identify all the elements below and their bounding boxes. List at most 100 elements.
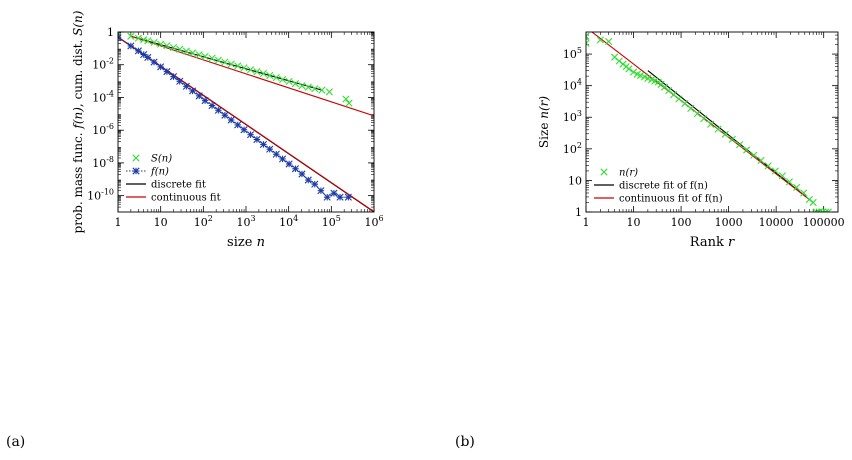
data-point bbox=[278, 75, 287, 84]
data-point bbox=[670, 91, 678, 99]
x-tick-label: 100 bbox=[671, 216, 692, 229]
legend: S(n) f(n) discrete fit continuous fit bbox=[126, 154, 221, 204]
data-point bbox=[208, 54, 216, 62]
data-point bbox=[285, 77, 293, 86]
x-axis-label: size n bbox=[227, 235, 265, 250]
data-point bbox=[272, 150, 280, 158]
x-axis-label: Rank r bbox=[690, 235, 735, 250]
data-point bbox=[304, 83, 312, 91]
y-axis-label: prob. mass func. f(n), cum. dist. S(n) bbox=[71, 10, 85, 233]
data-point bbox=[140, 50, 148, 59]
data-point bbox=[625, 65, 633, 73]
x-tick-label: 106 bbox=[364, 214, 383, 229]
data-point bbox=[169, 73, 178, 81]
data-point bbox=[189, 49, 197, 57]
data-point bbox=[325, 88, 333, 96]
data-point bbox=[728, 135, 736, 143]
data-point bbox=[596, 36, 604, 44]
data-point bbox=[134, 47, 142, 55]
data-point bbox=[157, 40, 165, 48]
y-tick-label: 10-2 bbox=[92, 57, 114, 72]
data-point bbox=[266, 71, 274, 80]
data-point bbox=[311, 85, 319, 93]
data-point bbox=[665, 86, 673, 95]
data-point bbox=[169, 43, 178, 52]
data-point bbox=[201, 52, 209, 61]
data-point bbox=[586, 39, 590, 47]
plot-area bbox=[118, 32, 374, 212]
y-tick-label: 10-4 bbox=[92, 89, 114, 104]
data-point bbox=[182, 82, 190, 90]
legend-entry: discrete fit bbox=[126, 180, 206, 191]
legend-entry: continuous fit of f(n) bbox=[594, 194, 723, 205]
data-point bbox=[272, 73, 280, 82]
data-point bbox=[291, 80, 300, 88]
x-tick-label: 10000 bbox=[759, 216, 794, 229]
legend: n(r) discrete fit of f(n) continuous fit o… bbox=[594, 168, 723, 205]
y-tick-label: 104 bbox=[563, 78, 582, 93]
data-point bbox=[259, 69, 268, 78]
data-point bbox=[675, 95, 683, 103]
data-point bbox=[163, 42, 171, 50]
data-point bbox=[750, 151, 758, 159]
plot-frame bbox=[585, 31, 839, 213]
data-point bbox=[221, 58, 229, 66]
data-point bbox=[195, 92, 203, 100]
data-point bbox=[819, 208, 827, 212]
data-point bbox=[707, 120, 715, 128]
data-point bbox=[700, 115, 708, 123]
data-point bbox=[144, 37, 152, 45]
data-point bbox=[764, 162, 772, 170]
data-point bbox=[344, 193, 352, 201]
legend-entry: n(r) bbox=[600, 168, 638, 179]
data-point bbox=[778, 172, 786, 180]
y-tick-label: 105 bbox=[563, 46, 582, 61]
x-tick-label: 1 bbox=[115, 216, 122, 229]
data-point bbox=[793, 183, 801, 192]
data-point bbox=[134, 34, 142, 42]
data-point bbox=[227, 116, 235, 124]
y-axis-label: Size n(r) bbox=[537, 96, 551, 148]
y-tick-label: 10-8 bbox=[92, 155, 114, 170]
data-point bbox=[246, 66, 255, 74]
data-point bbox=[127, 42, 135, 50]
legend-label: n(r) bbox=[619, 168, 638, 179]
data-point bbox=[757, 156, 765, 164]
data-point bbox=[253, 68, 261, 76]
data-point bbox=[208, 101, 216, 110]
data-point bbox=[330, 189, 338, 197]
data-point bbox=[221, 111, 229, 119]
data-point bbox=[605, 37, 613, 46]
y-tick-label: 10 bbox=[568, 174, 582, 187]
y-tick-label: 103 bbox=[563, 109, 582, 124]
data-point bbox=[195, 51, 203, 59]
y-tick-label: 102 bbox=[563, 141, 582, 156]
panel-b-label: (b) bbox=[455, 434, 475, 450]
chart-panel-b: 1 10 100 1000 10000 100000 1 10 102 103 104 105 Rank… bbox=[537, 31, 845, 250]
plot-area bbox=[586, 32, 832, 212]
data-point bbox=[266, 145, 274, 153]
data-point bbox=[771, 167, 779, 175]
data-point bbox=[809, 198, 817, 207]
legend-label: continuous fit bbox=[151, 193, 221, 204]
data-point bbox=[714, 125, 722, 133]
x-tick-label: 1 bbox=[583, 216, 590, 229]
legend-label: S(n) bbox=[151, 154, 172, 165]
data-point bbox=[336, 193, 344, 201]
data-point bbox=[311, 180, 319, 188]
data-point bbox=[285, 160, 293, 168]
plot-frame bbox=[117, 31, 375, 213]
legend-swatch bbox=[132, 154, 140, 162]
data-point bbox=[214, 56, 222, 64]
data-point bbox=[157, 63, 165, 71]
data-point bbox=[291, 165, 300, 173]
data-point bbox=[800, 189, 808, 197]
data-point bbox=[304, 176, 312, 184]
y-tick-label: 10-10 bbox=[87, 188, 114, 203]
data-point bbox=[721, 130, 729, 138]
data-point bbox=[812, 208, 820, 212]
data-point bbox=[201, 97, 209, 105]
x-tick-label: 10 bbox=[154, 216, 168, 229]
data-point bbox=[150, 58, 158, 66]
y-tick-label: 1 bbox=[107, 26, 114, 39]
